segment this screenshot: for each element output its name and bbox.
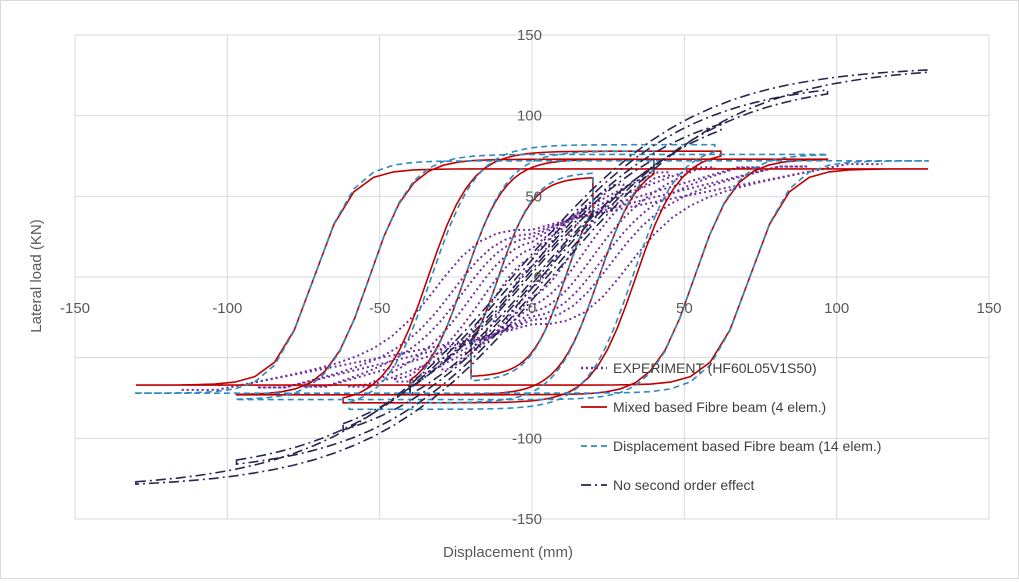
- x-axis-title: Displacement (mm): [443, 544, 573, 561]
- series-line: [235, 88, 829, 466]
- x-tick-label: -100: [212, 300, 242, 317]
- series-line: [342, 122, 722, 432]
- legend-label: Displacement based Fibre beam (14 elem.): [613, 438, 881, 454]
- curves: [135, 69, 929, 485]
- series-line: [235, 158, 829, 396]
- series-line: [302, 166, 762, 388]
- y-tick-label: -100: [512, 430, 542, 447]
- y-tick-label: 0: [534, 269, 542, 286]
- legend-label: No second order effect: [613, 477, 754, 493]
- y-axis-title: Lateral load (KN): [28, 219, 45, 332]
- series-line: [256, 165, 808, 389]
- series-group: [135, 69, 929, 485]
- x-tick-label: -50: [369, 300, 391, 317]
- series-line: [393, 171, 671, 383]
- legend-label: Mixed based Fibre beam (4 elem.): [613, 399, 826, 415]
- x-tick-label: 100: [824, 300, 849, 317]
- x-tick-label: 50: [676, 300, 693, 317]
- y-tick-label: 150: [517, 27, 542, 44]
- series-line: [470, 207, 594, 347]
- x-tick-label: 0: [528, 300, 536, 317]
- series-line: [470, 172, 594, 382]
- x-tick-label: -150: [60, 300, 90, 317]
- series-line: [135, 168, 929, 386]
- series-line: [135, 69, 929, 485]
- series-line: [348, 143, 716, 411]
- series-line: [409, 158, 655, 396]
- series-line: [342, 150, 722, 404]
- y-tick-label: 100: [517, 108, 542, 125]
- y-tick-label: -150: [512, 511, 542, 528]
- x-tick-label: 150: [976, 300, 1001, 317]
- series-group: [135, 150, 929, 404]
- y-tick-label: 50: [525, 188, 542, 205]
- tick-labels: -150 -100 -50 0 50 100 150 150 100 50 0 -100 -150: [60, 27, 1002, 528]
- legend-label: EXPERIMENT (HF60L05V1S50): [613, 360, 817, 376]
- grid: [74, 34, 990, 520]
- series-line: [135, 160, 929, 394]
- legend: EXPERIMENT (HF60L05V1S50) Mixed based Fib…: [581, 360, 881, 493]
